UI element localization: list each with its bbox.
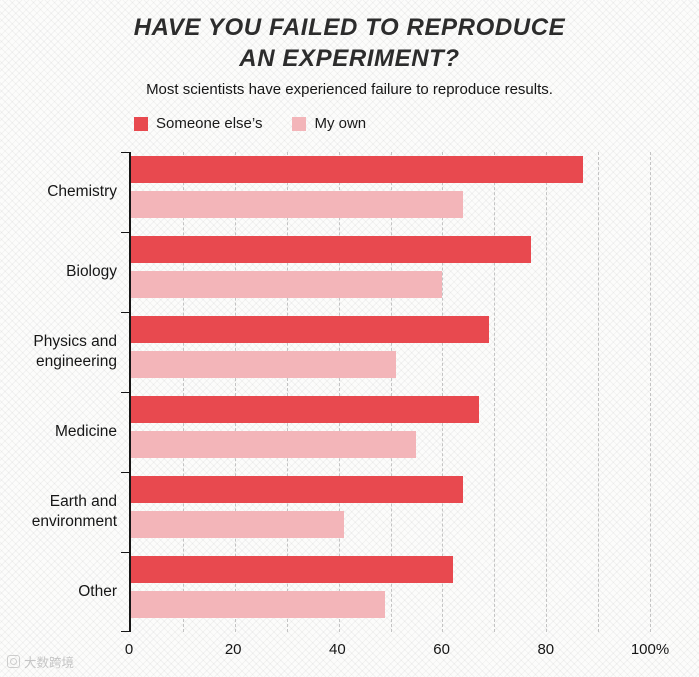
- axis-group-tick: [121, 152, 131, 153]
- category-group-other: Other: [78, 552, 650, 632]
- watermark: 大数跨境: [7, 652, 74, 671]
- gridline: [650, 152, 651, 632]
- axis-group-tick: [121, 472, 131, 473]
- gridline: [182, 152, 184, 632]
- bar-someone-else-s-earth-and-environment: [131, 476, 464, 503]
- bar-my-own-earth-and-environment: [131, 511, 344, 538]
- gridline: [390, 152, 392, 632]
- axis-group-tick: [121, 312, 131, 313]
- bar-someone-else-s-physics-and-engineering: [131, 316, 490, 343]
- bar-someone-else-s-chemistry: [131, 156, 583, 183]
- legend-label-someone-elses: Someone else’s: [156, 115, 263, 133]
- bar-my-own-other: [131, 591, 386, 618]
- bar-my-own-physics-and-engineering: [131, 351, 396, 378]
- bar-chart: Chemistry Biology Physics and engineering M…: [32, 152, 669, 663]
- category-label-physics-and-engineering: Physics and engineering: [33, 332, 117, 370]
- legend-swatch-my-own-icon: [292, 116, 307, 131]
- category-label-chemistry: Chemistry: [47, 182, 117, 200]
- gridline: [494, 152, 496, 632]
- gridline: [598, 152, 600, 632]
- chart-title-line-1: HAVE YOU FAILED TO REPRODUCE: [133, 14, 566, 41]
- legend-label-my-own: My own: [314, 115, 367, 133]
- x-axis: 0 20 40 60 80 100%: [125, 641, 669, 663]
- category-label-earth-and-environment: Earth and environment: [31, 492, 117, 530]
- axis-group-tick: [121, 631, 131, 632]
- axis-group-tick: [121, 552, 131, 553]
- category-label-biology: Biology: [66, 262, 117, 280]
- x-tick-label: 0: [124, 641, 134, 658]
- gridline: [442, 152, 444, 632]
- x-tick-label: 100%: [630, 641, 670, 658]
- bar-someone-else-s-biology: [131, 236, 531, 263]
- category-label-other: Other: [78, 582, 117, 600]
- watermark-logo-icon: [7, 655, 20, 668]
- bar-my-own-chemistry: [131, 191, 464, 218]
- category-group-physics-and-engineering: Physics and engineering: [33, 312, 650, 392]
- gridline: [286, 152, 288, 632]
- axis-group-tick: [121, 232, 131, 233]
- chart-title-line-2: AN EXPERIMENT?: [239, 44, 460, 72]
- bar-someone-else-s-medicine: [131, 396, 479, 423]
- legend-item-my-own: My own: [292, 115, 366, 132]
- plot-area: Chemistry Biology Physics and engineering M…: [32, 152, 651, 632]
- bar-my-own-medicine: [131, 431, 417, 458]
- legend: Someone else’s My own: [134, 115, 699, 132]
- legend-item-someone-elses: Someone else’s: [134, 115, 262, 132]
- category-label-medicine: Medicine: [54, 422, 117, 440]
- category-group-earth-and-environment: Earth and environment: [32, 472, 650, 552]
- bar-my-own-biology: [131, 271, 443, 298]
- chart-subtitle: Most scientists have experienced failure…: [146, 81, 553, 99]
- x-tick-label: 40: [329, 641, 346, 658]
- chart-title: HAVE YOU FAILED TO REPRODUCE AN EXPERIME…: [0, 0, 699, 74]
- gridline: [234, 152, 236, 632]
- gridline: [338, 152, 340, 632]
- axis-group-tick: [121, 392, 131, 393]
- bar-someone-else-s-other: [131, 556, 453, 583]
- x-tick-label: 80: [537, 641, 555, 658]
- category-group-biology: Biology: [66, 232, 650, 312]
- legend-swatch-someone-elses-icon: [134, 116, 148, 131]
- watermark-text: 大数跨境: [24, 656, 75, 670]
- x-tick-label: 20: [224, 641, 242, 658]
- gridline: [546, 152, 548, 632]
- category-group-medicine: Medicine: [55, 392, 650, 472]
- x-tick-label: 60: [433, 641, 450, 658]
- category-group-chemistry: Chemistry: [47, 152, 650, 232]
